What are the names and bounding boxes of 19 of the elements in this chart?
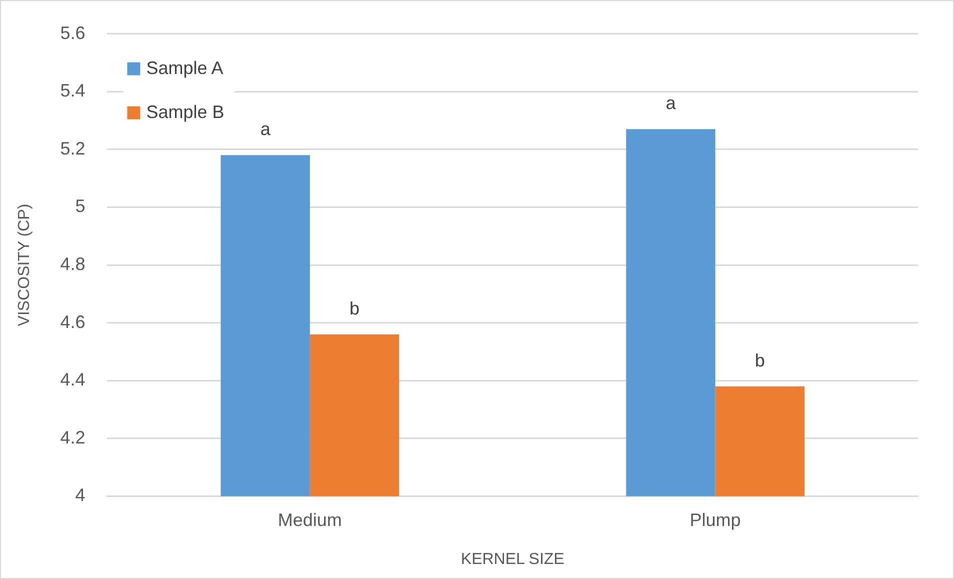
annotation: a [260,119,272,140]
y-tick-label: 4 [75,485,86,506]
x-tick-label: Plump [690,510,741,530]
y-tick-label: 4.2 [60,427,86,448]
y-tick-label: 5.4 [60,80,86,101]
x-tick-label: Medium [278,510,342,530]
x-axis-title: KERNEL SIZE [460,550,564,568]
y-tick-label: 5 [75,196,86,216]
y-tick-label: 4.8 [60,254,86,274]
y-tick-label: 4.4 [60,370,86,390]
y-tick-label: 5.2 [60,138,86,158]
y-axis-title: VISCOSITY (CP) [16,204,34,326]
annotation: b [754,350,765,370]
y-tick-label: 4.6 [60,312,86,332]
y-tick-label: 5.6 [60,22,86,43]
annotation: b [350,298,360,318]
annotation: a [666,93,677,114]
legend-label: Sample A [146,58,224,78]
legend-label: Sample B [146,102,224,122]
